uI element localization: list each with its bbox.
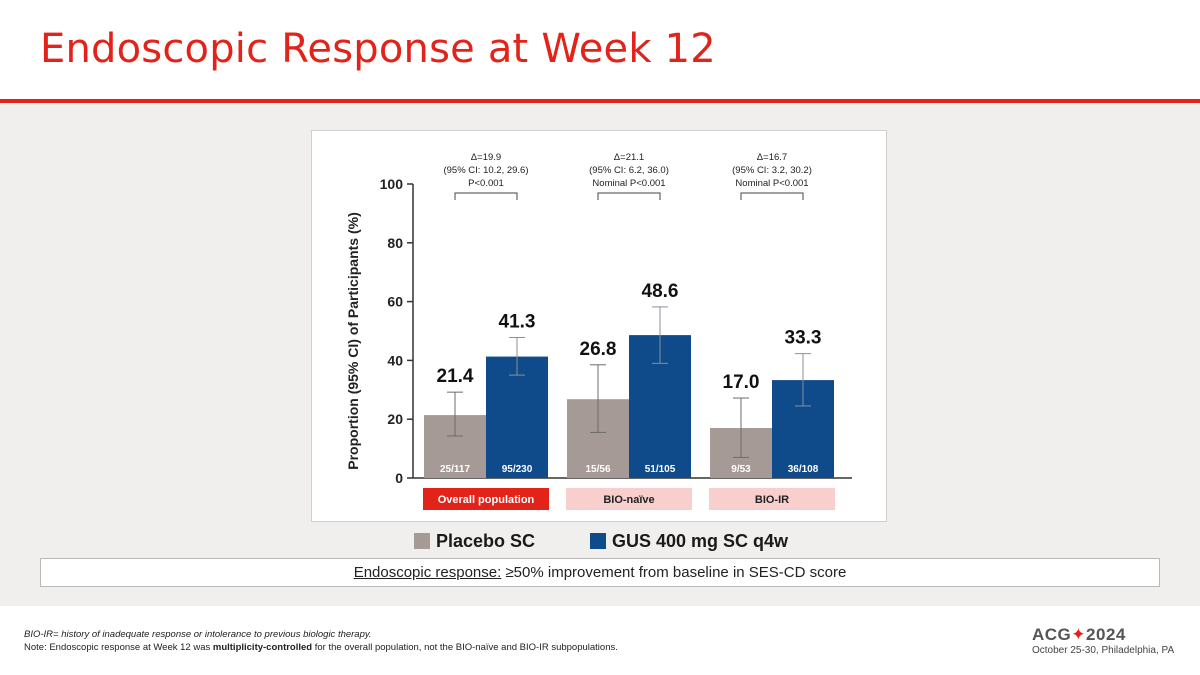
footnote-note-bold: multiplicity-controlled [212, 642, 313, 653]
comparison-bracket-2 [740, 192, 804, 200]
footnote-bio-ir: BIO-IR= history of inadequate response o… [24, 629, 372, 640]
y-tick-label-20: 20 [387, 411, 403, 427]
n-label-2-0: 9/53 [731, 464, 751, 475]
n-label-2-1: 36/108 [788, 464, 819, 475]
y-tick-label-80: 80 [387, 235, 403, 251]
group-pill-2 [709, 488, 835, 510]
annotation-0-0: Δ=19.9 [471, 152, 501, 163]
group-label-0: Overall population [438, 494, 535, 506]
y-tick-label-0: 0 [395, 470, 403, 486]
group-label-1: BIO-naïve [603, 494, 654, 506]
legend-label-gus: GUS 400 mg SC q4w [612, 530, 789, 551]
bar-0-1 [486, 356, 548, 478]
footnote-note-c: for the overall population, not the BIO-… [312, 642, 618, 653]
y-axis-label: Proportion (95% CI) of Participants (%) [345, 212, 361, 469]
acg-logo-left: ACG [1032, 625, 1072, 644]
legend-label-placebo: Placebo SC [436, 530, 536, 551]
legend-item-placebo: Placebo SC [414, 530, 535, 552]
y-tick-label-40: 40 [387, 352, 403, 368]
definition-text: ≥50% improvement from baseline in SES-CD… [501, 564, 847, 581]
acg-logo-right: 2024 [1086, 625, 1126, 644]
n-label-0-0: 25/117 [440, 464, 470, 475]
acg-logo: ACG✦2024 [1032, 625, 1126, 645]
page-title: Endoscopic Response at Week 12 [40, 26, 716, 72]
annotation-2-2: Nominal P<0.001 [735, 178, 808, 189]
group-pill-0 [423, 488, 549, 510]
chart-card: 0 20 40 60 80 100 Proportion (95% CI) of Parti… [311, 130, 887, 522]
definition-box: Endoscopic response: ≥50% improvement fr… [40, 558, 1160, 587]
footnote-note-a: Note: Endoscopic response at Week 12 was [24, 642, 213, 653]
n-label-1-0: 15/56 [585, 464, 610, 475]
data-label-0-0: 21.4 [437, 366, 474, 387]
annotation-1-1: (95% CI: 6.2, 36.0) [589, 165, 669, 176]
group-label-2: BIO-IR [755, 494, 789, 506]
n-label-0-1: 95/230 [502, 464, 533, 475]
legend-swatch-gus [590, 533, 606, 549]
annotation-2-1: (95% CI: 3.2, 30.2) [732, 165, 812, 176]
conference-dates: October 25-30, Philadelphia, PA [1032, 645, 1175, 656]
annotation-2-0: Δ=16.7 [757, 152, 787, 163]
annotation-0-1: (95% CI: 10.2, 29.6) [443, 165, 528, 176]
legend-swatch-placebo [414, 533, 430, 549]
data-label-1-0: 26.8 [580, 339, 617, 360]
acg-logo-icon: ✦ [1071, 625, 1087, 644]
data-label-2-1: 33.3 [785, 328, 822, 349]
footnote-note: Note: Endoscopic response at Week 12 was… [24, 642, 618, 653]
group-pill-1 [566, 488, 692, 510]
comparison-bracket-0 [454, 192, 518, 200]
definition-term: Endoscopic response: [353, 564, 502, 581]
comparison-bracket-1 [597, 192, 661, 200]
header-divider [0, 99, 1200, 103]
annotation-1-2: Nominal P<0.001 [592, 178, 665, 189]
header: Endoscopic Response at Week 12 [0, 0, 1200, 100]
data-label-1-1: 48.6 [642, 281, 679, 302]
annotation-1-0: Δ=21.1 [614, 152, 644, 163]
legend-item-gus: GUS 400 mg SC q4w [590, 530, 788, 552]
y-tick-label-60: 60 [387, 294, 403, 310]
y-tick-label-100: 100 [380, 176, 404, 192]
n-label-1-1: 51/105 [645, 464, 676, 475]
data-label-0-1: 41.3 [499, 311, 536, 332]
bar-chart: 0 20 40 60 80 100 Proportion (95% CI) of Parti… [345, 152, 852, 510]
data-label-2-0: 17.0 [723, 372, 760, 393]
annotation-0-2: P<0.001 [468, 178, 504, 189]
